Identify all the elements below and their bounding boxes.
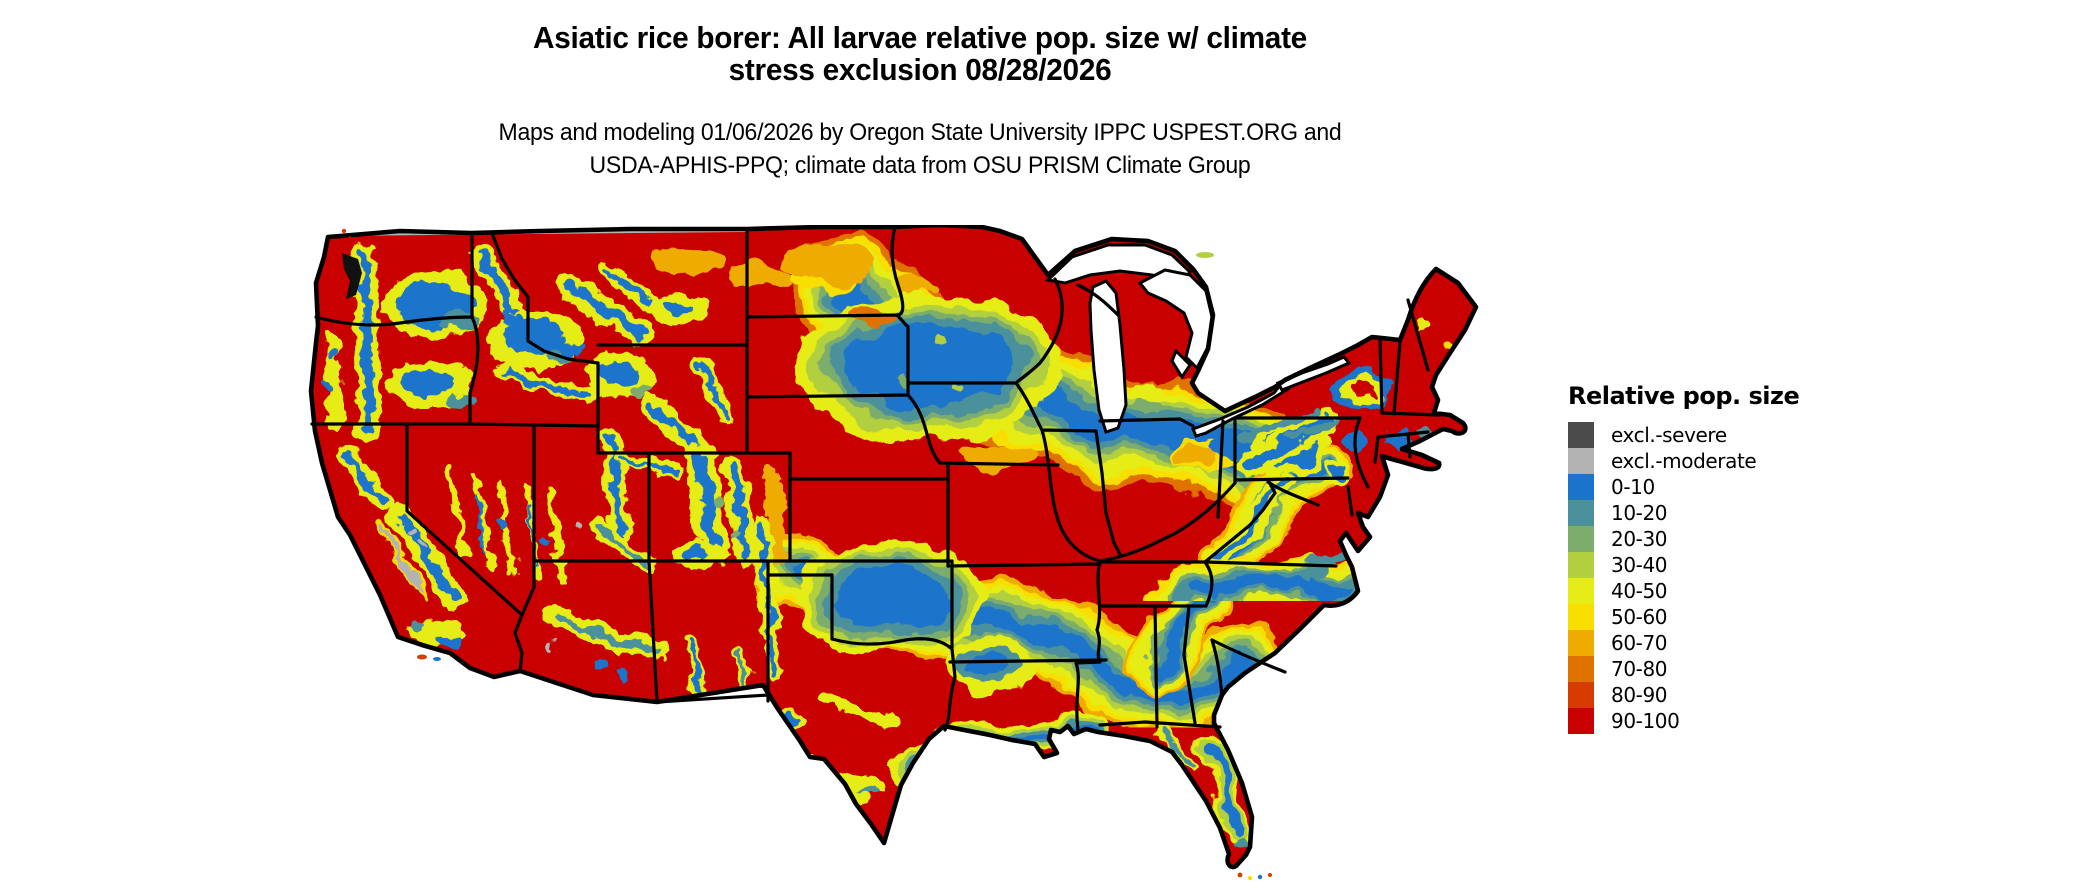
header: Asiatic rice borer: All larvae relative … [320, 22, 1520, 182]
legend-label: 50-60 [1611, 605, 1668, 629]
map-subtitle-line2: USDA-APHIS-PPQ; climate data from OSU PR… [589, 152, 1251, 179]
legend-item: 80-90 [1568, 682, 1848, 708]
offshore-islands [341, 228, 1272, 881]
raster-layer [311, 225, 1476, 868]
legend-swatch [1568, 552, 1594, 578]
legend-swatch [1568, 474, 1594, 500]
legend-item: 60-70 [1568, 630, 1848, 656]
legend-swatch [1568, 500, 1594, 526]
legend-swatch [1568, 656, 1594, 682]
great-lakes [1044, 243, 1352, 438]
state-borders [310, 225, 1442, 732]
legend: Relative pop. size excl.-severe excl.-mo… [1568, 382, 1848, 734]
legend-item: 30-40 [1568, 552, 1848, 578]
legend-label: 80-90 [1611, 683, 1668, 707]
map-title-line2: stress exclusion 08/28/2026 [728, 52, 1112, 87]
legend-swatch [1568, 708, 1594, 734]
us-map [300, 225, 1545, 889]
puget-sound-inlets [342, 253, 362, 299]
legend-label: 0-10 [1611, 475, 1655, 499]
legend-item: 0-10 [1568, 474, 1848, 500]
legend-item: excl.-moderate [1568, 448, 1848, 474]
legend-swatch [1568, 630, 1594, 656]
legend-swatch [1568, 578, 1594, 604]
legend-label: 70-80 [1611, 657, 1668, 681]
legend-item: 90-100 [1568, 708, 1848, 734]
us-outline [308, 225, 1479, 870]
legend-title: Relative pop. size [1568, 382, 1800, 410]
legend-swatch [1568, 526, 1594, 552]
legend-swatch [1568, 604, 1594, 630]
legend-label: 90-100 [1611, 709, 1680, 733]
legend-label: excl.-severe [1611, 423, 1727, 447]
raster-gulf-strip [891, 714, 1251, 855]
legend-item: 70-80 [1568, 656, 1848, 682]
map-subtitle: Maps and modeling 01/06/2026 by Oregon S… [320, 116, 1520, 182]
saginaw-bay [1170, 348, 1192, 380]
legend-swatch [1568, 422, 1594, 448]
legend-label: 60-70 [1611, 631, 1668, 655]
legend-label: 30-40 [1611, 553, 1668, 577]
legend-swatch [1568, 448, 1594, 474]
legend-item: 40-50 [1568, 578, 1848, 604]
raster-midwest-band [650, 235, 1316, 519]
legend-label: 40-50 [1611, 579, 1668, 603]
legend-item: 50-60 [1568, 604, 1848, 630]
legend-item: 10-20 [1568, 500, 1848, 526]
raster-carolina-band [1149, 551, 1368, 619]
lake-michigan [1088, 279, 1128, 434]
map-subtitle-line1: Maps and modeling 01/06/2026 by Oregon S… [498, 119, 1342, 146]
raster-southern-band [753, 528, 1287, 739]
legend-items: excl.-severe excl.-moderate 0-10 10-20 2… [1568, 422, 1848, 734]
legend-label: 10-20 [1611, 501, 1668, 525]
legend-label: excl.-moderate [1611, 449, 1757, 473]
us-map-svg [308, 225, 1479, 881]
legend-item: excl.-severe [1568, 422, 1848, 448]
legend-swatch [1568, 682, 1594, 708]
legend-item: 20-30 [1568, 526, 1848, 552]
legend-label: 20-30 [1611, 527, 1668, 551]
map-title-line1: Asiatic rice borer: All larvae relative … [533, 20, 1307, 55]
